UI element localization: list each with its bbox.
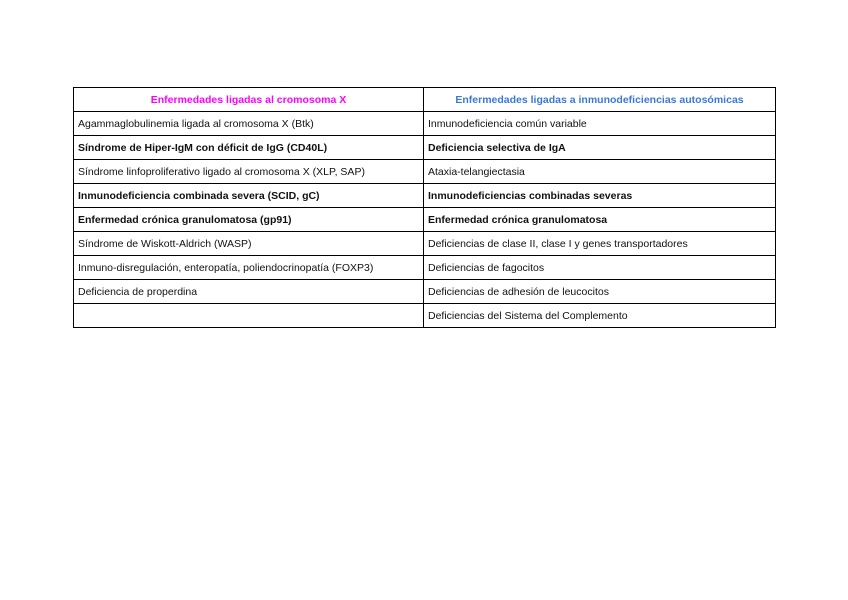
cell-autosomal: Enfermedad crónica granulomatosa — [423, 207, 776, 232]
table-row: Deficiencias del Sistema del Complemento — [73, 303, 776, 328]
table-header-row: Enfermedades ligadas al cromosoma X Enfe… — [73, 87, 776, 112]
table-row: Enfermedad crónica granulomatosa (gp91) E… — [73, 207, 776, 232]
cell-autosomal: Deficiencias de fagocitos — [423, 255, 776, 280]
cell-x-linked: Deficiencia de properdina — [73, 279, 424, 304]
cell-x-linked: Inmuno-disregulación, enteropatía, polie… — [73, 255, 424, 280]
table-row: Deficiencia de properdina Deficiencias de… — [73, 279, 776, 304]
cell-autosomal: Deficiencias de adhesión de leucocitos — [423, 279, 776, 304]
cell-x-linked: Síndrome de Wiskott-Aldrich (WASP) — [73, 231, 424, 256]
cell-autosomal: Inmunodeficiencia común variable — [423, 111, 776, 136]
cell-x-linked: Inmunodeficiencia combinada severa (SCID… — [73, 183, 424, 208]
table-row: Síndrome de Wiskott-Aldrich (WASP) Defici… — [73, 231, 776, 256]
cell-x-linked: Enfermedad crónica granulomatosa (gp91) — [73, 207, 424, 232]
header-x-linked: Enfermedades ligadas al cromosoma X — [73, 87, 424, 112]
cell-x-linked: Agammaglobulinemia ligada al cromosoma X… — [73, 111, 424, 136]
table-row: Agammaglobulinemia ligada al cromosoma X… — [73, 111, 776, 136]
table-row: Inmuno-disregulación, enteropatía, polie… — [73, 255, 776, 280]
cell-autosomal: Deficiencias del Sistema del Complemento — [423, 303, 776, 328]
disease-table: Enfermedades ligadas al cromosoma X Enfe… — [73, 87, 776, 328]
table-row: Síndrome de Hiper-IgM con déficit de IgG… — [73, 135, 776, 160]
table-row: Síndrome linfoproliferativo ligado al cr… — [73, 159, 776, 184]
cell-autosomal: Ataxia-telangiectasia — [423, 159, 776, 184]
cell-x-linked: Síndrome de Hiper-IgM con déficit de IgG… — [73, 135, 424, 160]
cell-autosomal: Deficiencia selectiva de IgA — [423, 135, 776, 160]
header-autosomal: Enfermedades ligadas a inmunodeficiencia… — [423, 87, 776, 112]
cell-x-linked — [73, 303, 424, 328]
cell-autosomal: Inmunodeficiencias combinadas severas — [423, 183, 776, 208]
cell-autosomal: Deficiencias de clase II, clase I y gene… — [423, 231, 776, 256]
cell-x-linked: Síndrome linfoproliferativo ligado al cr… — [73, 159, 424, 184]
table-row: Inmunodeficiencia combinada severa (SCID… — [73, 183, 776, 208]
